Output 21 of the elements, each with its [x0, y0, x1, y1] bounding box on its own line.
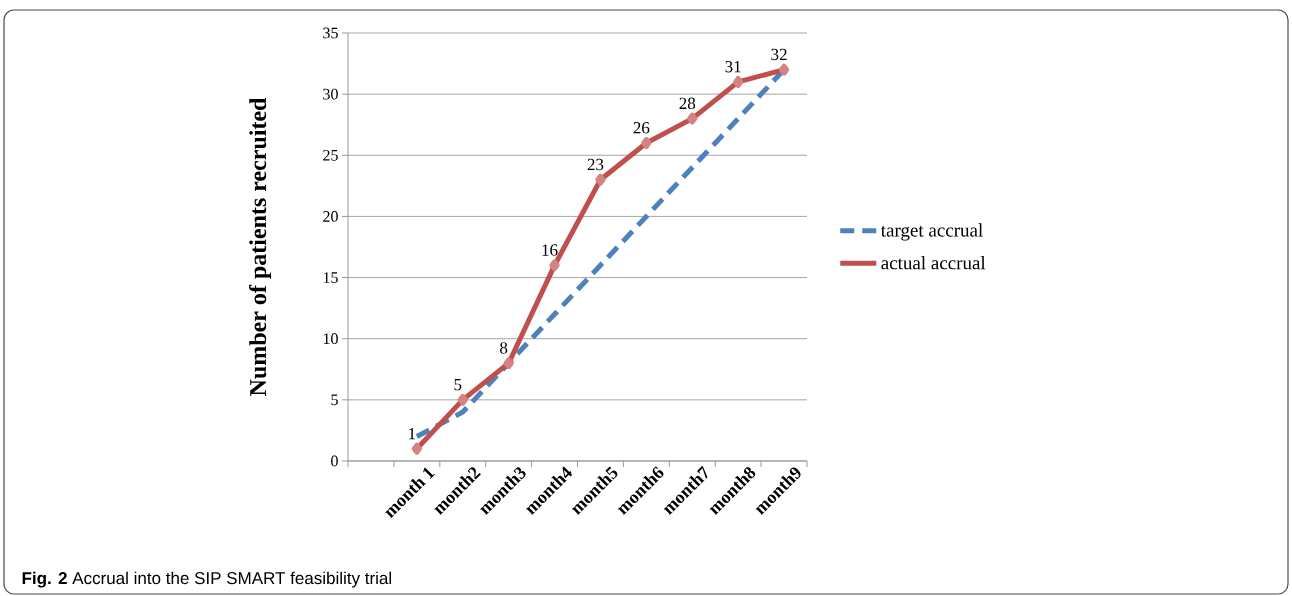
- y-tick-label: 10: [323, 333, 338, 345]
- data-label: 32: [771, 48, 787, 61]
- y-tick-label: 20: [323, 211, 338, 222]
- data-label: 26: [633, 122, 650, 134]
- y-tick-label: 25: [323, 149, 338, 161]
- legend-label: target accrual: [880, 223, 983, 241]
- y-tick-label: 30: [323, 88, 338, 100]
- data-label: 5: [454, 379, 462, 391]
- data-label: 31: [725, 60, 741, 73]
- y-tick-label: 35: [323, 27, 338, 39]
- data-label: 8: [500, 342, 508, 354]
- text: Fig. 2 Accrual into the SIP SMART feasibility trial: [22, 571, 392, 588]
- legend-label: actual accrual: [881, 256, 986, 270]
- y-tick-label: 0: [331, 455, 338, 467]
- y-tick-label: 15: [323, 272, 338, 283]
- data-label: 1: [409, 428, 416, 440]
- data-label: 23: [587, 158, 604, 171]
- y-axis-title: Number of patients recruited: [249, 97, 272, 396]
- y-tick-label: 5: [331, 394, 338, 406]
- data-label: 16: [542, 244, 558, 256]
- data-label: 28: [679, 97, 696, 110]
